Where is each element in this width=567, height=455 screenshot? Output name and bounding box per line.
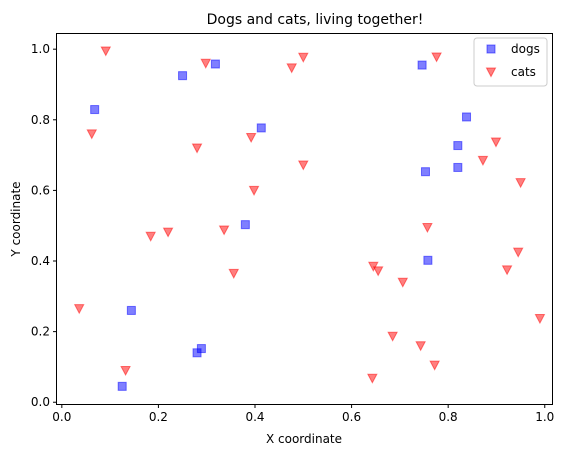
y-tick-label: 0.8: [31, 113, 50, 127]
x-tick-label: 0.6: [342, 410, 361, 424]
cats-point: [145, 231, 157, 242]
dogs-point: [90, 105, 100, 115]
dogs-point: [453, 162, 463, 172]
dogs-point: [240, 220, 250, 230]
dogs-point: [178, 71, 188, 81]
cats-point: [191, 143, 203, 154]
cats-point: [387, 331, 398, 342]
x-tick-label: 1.0: [535, 410, 554, 424]
legend-entry-dogs: dogs: [511, 42, 540, 56]
dogs-point: [417, 60, 427, 70]
y-axis-ticks: 0.0 0.2 0.4 0.6 0.8 1.0: [31, 42, 57, 409]
y-tick-label: 0.6: [31, 183, 50, 197]
cats-point: [515, 178, 526, 189]
x-axis-label: X coordinate: [266, 432, 342, 446]
cats-point: [422, 222, 433, 234]
cats-point: [367, 373, 378, 384]
dogs-point: [420, 167, 430, 177]
cats-point: [228, 268, 240, 279]
cats-point: [477, 155, 489, 166]
cats-point: [501, 265, 513, 276]
cats-point: [162, 227, 174, 238]
x-tick-label: 0.8: [439, 410, 458, 424]
cats-point: [415, 341, 426, 352]
y-tick-label: 0.4: [31, 254, 50, 268]
dogs-legend-marker: [486, 44, 496, 54]
cats-point: [297, 52, 309, 63]
y-tick-label: 1.0: [31, 42, 50, 56]
cats-point: [100, 46, 112, 57]
cats-legend-marker: [485, 67, 497, 78]
cats-point: [245, 132, 257, 144]
chart-title: Dogs and cats, living together!: [207, 12, 424, 28]
cats-point: [397, 277, 409, 288]
cats-point: [534, 314, 546, 325]
legend: dogs cats: [473, 37, 548, 87]
x-tick-label: 0.4: [245, 410, 264, 424]
x-axis-ticks: 0.0 0.2 0.4 0.6 0.8 1.0: [52, 404, 554, 424]
legend-entry-cats: cats: [511, 65, 536, 79]
cats-point: [297, 160, 309, 171]
cats-point: [490, 137, 502, 148]
data-marks: [73, 46, 546, 391]
cats-point: [218, 225, 230, 236]
cats-point: [200, 58, 212, 69]
plot-frame: [56, 33, 553, 405]
dogs-point: [423, 255, 433, 265]
dogs-point: [196, 344, 206, 354]
dogs-point: [256, 123, 266, 133]
cats-point: [286, 63, 298, 74]
cats-point: [429, 360, 440, 371]
dogs-point: [126, 305, 136, 315]
cats-point: [372, 266, 384, 277]
dogs-point: [117, 381, 127, 391]
cats-point: [512, 247, 524, 258]
y-tick-label: 0.0: [31, 395, 50, 409]
dogs-point: [453, 141, 463, 151]
cats-point: [86, 129, 98, 140]
cats-point: [248, 185, 260, 196]
dogs-point: [210, 59, 220, 69]
y-axis-label: Y coordinate: [9, 181, 23, 257]
plot-area: [56, 33, 553, 405]
cats-point: [431, 52, 442, 63]
dogs-point: [462, 112, 472, 122]
x-tick-label: 0.0: [52, 410, 71, 424]
cats-point: [73, 304, 85, 315]
y-tick-label: 0.2: [31, 325, 50, 339]
cats-point: [120, 365, 131, 377]
x-tick-label: 0.2: [149, 410, 168, 424]
